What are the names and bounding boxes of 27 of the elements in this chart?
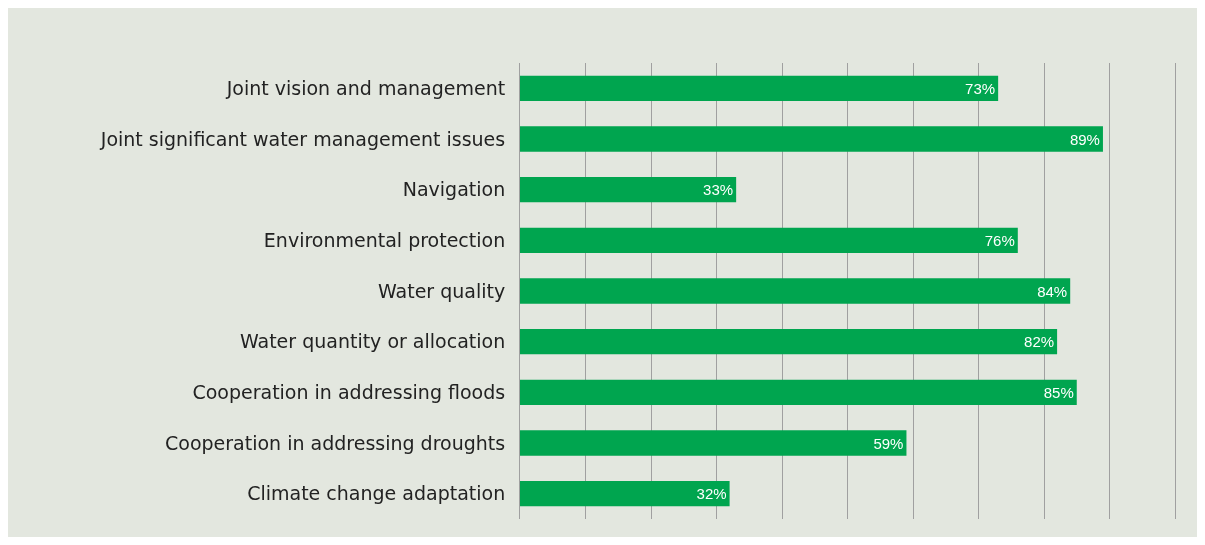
data-label: 73% [965,79,996,97]
bar [520,126,1103,152]
data-label: 89% [1069,130,1100,148]
y-tick-label: Navigation [402,178,506,201]
y-tick-label: Environmental protection [263,228,506,251]
y-tick-label: Joint vision and management [225,76,506,99]
y-tick-label: Cooperation in addressing droughts [165,431,506,454]
data-label: 82% [1024,333,1055,351]
y-tick-label: Water quantity or allocation [239,330,506,353]
bar [520,227,1018,253]
bar [520,75,999,101]
data-label: 85% [1043,383,1074,401]
y-tick-label: Water quality [378,279,506,302]
data-label: 33% [703,181,734,199]
bar [520,278,1071,304]
bar [520,481,730,507]
data-label: 32% [696,485,727,503]
data-label: 84% [1037,282,1068,300]
y-tick-label: Joint significant water management issues [99,127,506,150]
bar [520,329,1058,355]
y-tick-label: Climate change adaptation [247,482,506,505]
bar [520,177,737,203]
bar [520,430,907,456]
data-label: 76% [984,231,1015,249]
y-tick-label: Cooperation in addressing floods [192,380,506,403]
data-label: 59% [873,434,904,452]
bar [520,379,1077,405]
